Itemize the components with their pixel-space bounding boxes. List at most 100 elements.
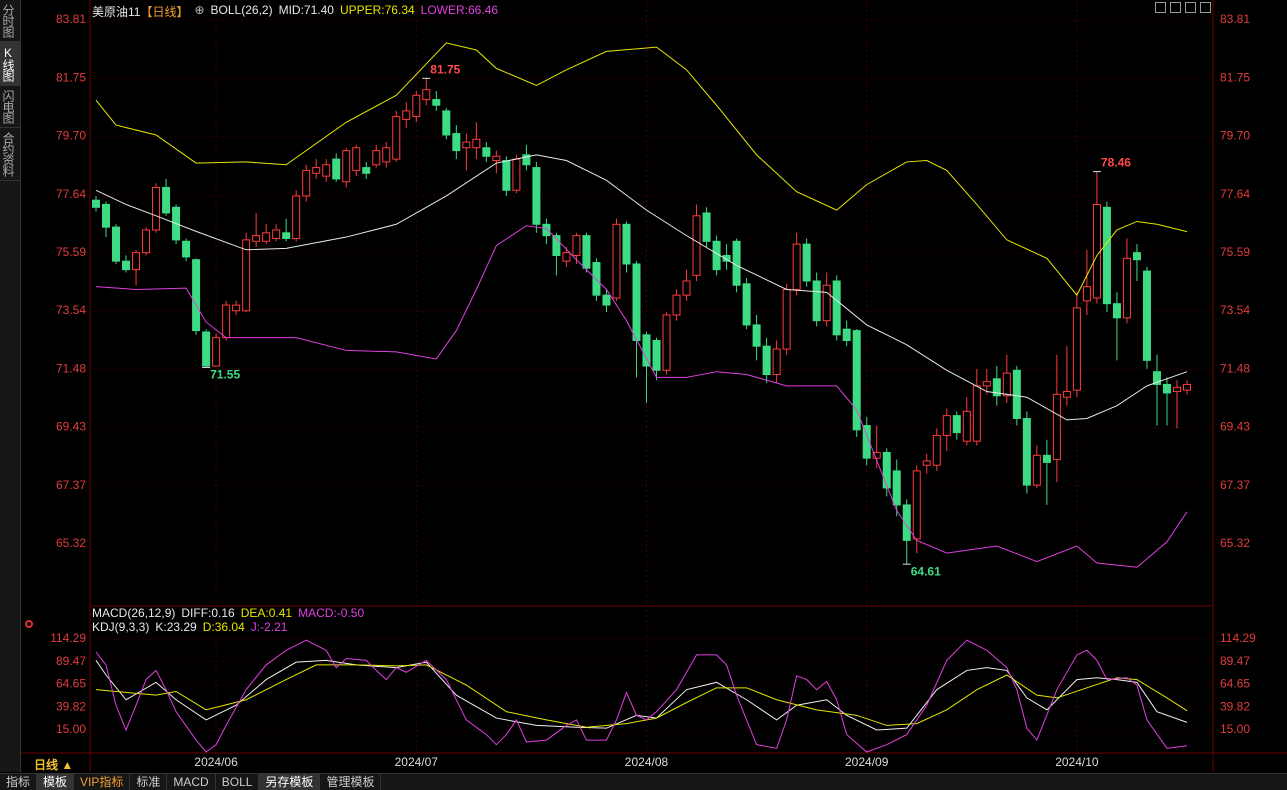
low-label: 64.61 (911, 564, 941, 578)
candle-body (952, 415, 961, 434)
sidebar-tab[interactable]: 分时图 (0, 0, 20, 42)
tab[interactable]: 管理模板 (320, 774, 382, 790)
candle-body (812, 280, 821, 322)
candle-body (962, 410, 971, 442)
candle-body (912, 470, 921, 540)
y-tick-label: 67.37 (1220, 478, 1250, 492)
chart-header: 美原油11 【日线】 ⊕ BOLL(26,2) MID:71.40 UPPER:… (92, 3, 498, 20)
candle-body (1062, 391, 1071, 398)
tab[interactable]: VIP指标 (74, 774, 131, 790)
candle-body (622, 223, 631, 265)
high-label: 81.75 (430, 62, 460, 76)
candle-body (562, 252, 571, 262)
dea-value: DEA:0.41 (240, 606, 293, 620)
candle-body (792, 243, 801, 290)
candle-body (822, 284, 831, 322)
tab[interactable]: 指标 (0, 774, 38, 790)
candle-body (1132, 252, 1141, 261)
x-tick-label: 2024/10 (1055, 755, 1099, 769)
candle-body (302, 169, 311, 197)
candle-body (762, 345, 771, 376)
candle-body (262, 232, 271, 242)
candle-body (1012, 369, 1021, 419)
toolbar-button[interactable] (1185, 2, 1196, 13)
sidebar-tab[interactable]: K线图 (0, 42, 20, 86)
y-tick-label: 69.43 (56, 420, 86, 434)
macd-label: MACD(26,12,9) (92, 606, 176, 620)
y-tick-label: 114.29 (50, 631, 86, 645)
low-label: 71.55 (210, 368, 240, 382)
y-tick-label: 89.47 (1220, 654, 1250, 668)
candle-body (772, 348, 781, 376)
y-tick-label: 77.64 (1220, 187, 1250, 201)
candle-body (922, 460, 931, 466)
kdj-legend: KDJ(9,3,3) K:23.29 D:36.04 J:-2.21 (92, 620, 287, 634)
candle-body (392, 116, 401, 160)
y-tick-label: 65.32 (56, 536, 86, 550)
candle-body (282, 232, 291, 239)
settings-icon[interactable] (25, 620, 33, 628)
candle-body (142, 229, 151, 254)
y-tick-label: 79.70 (56, 129, 86, 143)
period-button[interactable]: 日线 ▲ (34, 758, 74, 772)
period: 【日线】 (140, 5, 189, 19)
candle-body (492, 155, 501, 162)
candle-body (462, 141, 471, 149)
y-tick-label: 39.82 (1220, 699, 1250, 713)
tab[interactable]: BOLL (216, 774, 260, 790)
tab[interactable]: 模板 (37, 774, 75, 790)
candle-body (942, 415, 951, 436)
candle-body (1102, 206, 1111, 305)
candle-body (802, 243, 811, 282)
candle-body (522, 154, 531, 166)
symbol: 美原油11 (92, 5, 141, 19)
toolbar-button[interactable] (1155, 2, 1166, 13)
indicator-icon[interactable]: ⊕ (194, 3, 205, 17)
indicator-line (95, 659, 1188, 731)
y-tick-label: 83.81 (1220, 12, 1250, 26)
k-value: K:23.29 (155, 620, 197, 634)
high-label: 78.46 (1101, 156, 1131, 170)
candle-body (202, 331, 211, 367)
candle-body (652, 340, 661, 371)
candle-body (312, 167, 321, 174)
tab-bar: 指标 模板 VIP指标 标准 MACD BOLL 另存模板 管理模板 (0, 773, 1287, 790)
y-tick-label: 79.70 (1220, 129, 1250, 143)
candle-body (842, 328, 851, 342)
candle-body (992, 378, 1001, 397)
tab[interactable]: MACD (167, 774, 216, 790)
y-tick-label: 15.00 (1220, 722, 1250, 736)
candle-body (672, 294, 681, 316)
candle-body (452, 133, 461, 152)
diff-value: DIFF:0.16 (181, 606, 235, 620)
tab[interactable]: 另存模板 (259, 774, 321, 790)
tab[interactable]: 标准 (130, 774, 168, 790)
d-value: D:36.04 (202, 620, 245, 634)
candle-body (1152, 371, 1161, 385)
toolbar-button[interactable] (1170, 2, 1181, 13)
candle-body (192, 259, 201, 332)
candle-body (1022, 417, 1031, 486)
candle-body (1082, 286, 1091, 302)
kdj-label: KDJ(9,3,3) (92, 620, 150, 634)
candle-body (422, 89, 431, 101)
sidebar: 分时图 K线图 闪电图 合约资料 (0, 0, 21, 772)
y-tick-label: 15.00 (56, 722, 86, 736)
candle-body (1042, 454, 1051, 463)
candle-body (742, 283, 751, 326)
candle-body (752, 324, 761, 347)
toolbar-button[interactable] (1200, 2, 1211, 13)
candle-body (182, 240, 191, 258)
lower-value: LOWER:66.46 (420, 3, 499, 17)
candle-body (402, 110, 411, 120)
candle-body (642, 334, 651, 367)
y-tick-label: 67.37 (56, 478, 86, 492)
sidebar-tab[interactable]: 闪电图 (0, 86, 20, 128)
candle-body (232, 304, 241, 312)
sidebar-tab[interactable]: 合约资料 (0, 128, 20, 181)
candle-body (372, 150, 381, 166)
candle-body (482, 147, 491, 157)
candle-body (222, 304, 231, 339)
